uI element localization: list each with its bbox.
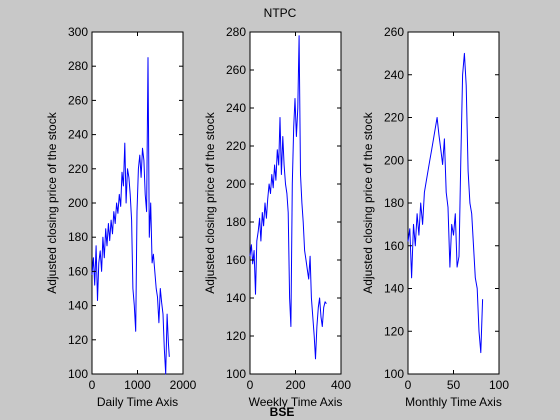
- plot-area: [407, 31, 500, 375]
- y-tick-label: 200: [68, 196, 88, 210]
- y-tick-label: 100: [226, 367, 246, 381]
- y-tick-label: 220: [226, 139, 246, 153]
- y-tick-label: 160: [384, 239, 404, 253]
- y-tick-label: 240: [226, 101, 246, 115]
- y-tick-label: 180: [68, 230, 88, 244]
- y-axis-label: Adjusted closing price of the stock: [203, 111, 217, 293]
- y-tick-label: 100: [384, 367, 404, 381]
- y-tick-label: 180: [384, 196, 404, 210]
- y-tick-label: 120: [226, 329, 246, 343]
- y-tick-label: 300: [68, 25, 88, 39]
- y-tick-label: 280: [68, 59, 88, 73]
- y-tick-label: 240: [68, 128, 88, 142]
- y-tick-label: 260: [68, 93, 88, 107]
- x-tick-label: 400: [331, 378, 351, 392]
- y-tick-label: 160: [68, 264, 88, 278]
- x-tick-label: 2000: [170, 378, 197, 392]
- y-tick-label: 220: [384, 111, 404, 125]
- y-tick-label: 260: [226, 63, 246, 77]
- x-tick-label: 0: [89, 378, 96, 392]
- y-tick-label: 120: [68, 333, 88, 347]
- y-tick-label: 120: [384, 324, 404, 338]
- x-axis-label: Daily Time Axis: [97, 395, 178, 409]
- x-axis-label: Weekly Time Axis: [249, 395, 343, 409]
- y-tick-label: 200: [226, 177, 246, 191]
- y-axis-label: Adjusted closing price of the stock: [361, 111, 375, 293]
- y-tick-label: 140: [384, 282, 404, 296]
- x-tick-label: 50: [447, 378, 461, 392]
- y-tick-label: 180: [226, 215, 246, 229]
- y-tick-label: 260: [384, 25, 404, 39]
- price-series-line: [249, 35, 327, 360]
- chart-panel-1: 100 120 140 160 180 200 220 240 260 280 300 0 1000 20…: [45, 25, 197, 409]
- figure-footer-label: BSE: [270, 405, 295, 419]
- y-tick-label: 140: [68, 299, 88, 313]
- chart-panel-2: 100 120 140 160 180 200 220 240 260 280 0 200 400 Wee…: [203, 25, 351, 409]
- y-axis-label: Adjusted closing price of the stock: [45, 111, 59, 293]
- y-tick-label: 280: [226, 25, 246, 39]
- x-tick-label: 200: [285, 378, 305, 392]
- plot-area: [249, 31, 342, 375]
- y-tick-label: 160: [226, 253, 246, 267]
- y-tick-label: 200: [384, 153, 404, 167]
- y-tick-label: 100: [68, 367, 88, 381]
- y-tick-label: 220: [68, 162, 88, 176]
- x-axis-label: Monthly Time Axis: [405, 395, 502, 409]
- x-tick-label: 0: [405, 378, 412, 392]
- x-tick-label: 0: [247, 378, 254, 392]
- y-tick-label: 140: [226, 291, 246, 305]
- price-series-line: [407, 52, 484, 354]
- x-tick-label: 100: [489, 378, 509, 392]
- y-tick-label: 240: [384, 68, 404, 82]
- x-tick-label: 1000: [124, 378, 151, 392]
- figure-title: NTPC: [264, 6, 297, 20]
- price-series-line: [91, 57, 170, 375]
